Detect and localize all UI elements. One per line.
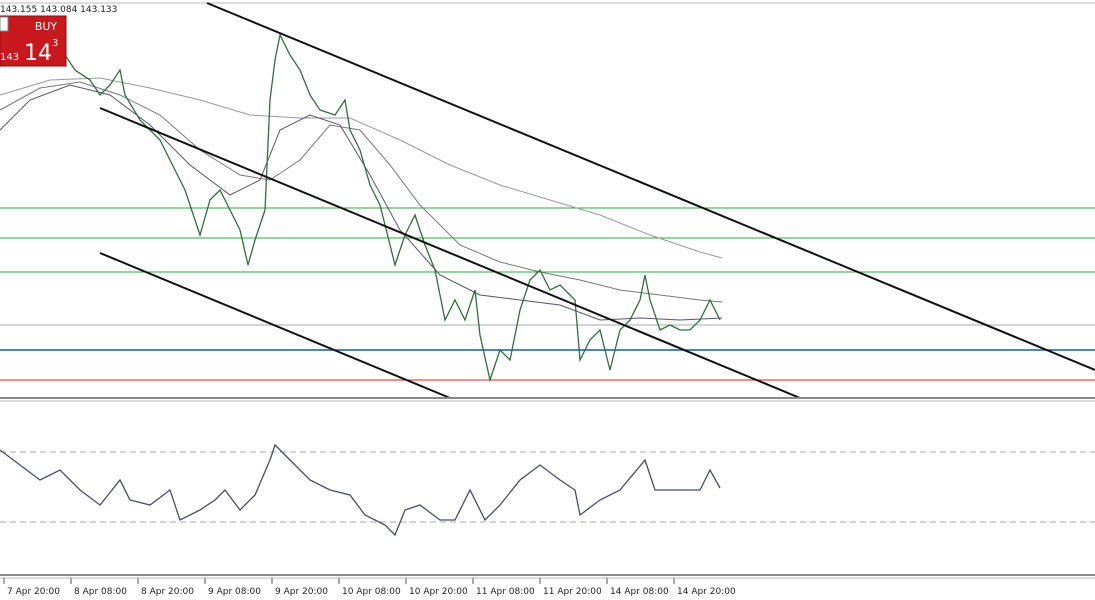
price-small: 143 — [0, 52, 19, 63]
time-label: 11 Apr 08:00 — [476, 587, 535, 597]
time-label: 14 Apr 08:00 — [610, 587, 669, 597]
time-label: 9 Apr 08:00 — [208, 587, 261, 597]
time-axis: 7 Apr 20:00 8 Apr 08:00 8 Apr 20:00 9 Apr 0… — [3, 578, 736, 597]
time-label: 9 Apr 20:00 — [275, 587, 328, 597]
price-sup: 3 — [52, 38, 58, 49]
time-label: 7 Apr 20:00 — [7, 587, 60, 597]
trend-line — [206, 2, 1095, 371]
time-label: 8 Apr 08:00 — [74, 587, 127, 597]
moving-average — [0, 77, 723, 259]
time-label: 8 Apr 20:00 — [141, 587, 194, 597]
time-label: 10 Apr 20:00 — [409, 587, 468, 597]
moving-average — [0, 81, 723, 303]
lot-box[interactable] — [0, 16, 9, 32]
buy-box[interactable] — [0, 15, 67, 67]
trade-panel[interactable]: BUY 143 14 3 — [0, 15, 67, 67]
trend-line — [99, 252, 451, 399]
time-label: 11 Apr 20:00 — [543, 587, 602, 597]
rsi-line — [0, 443, 721, 537]
trend-line — [99, 107, 801, 399]
quote-header: 143.155 143.084 143.133 — [0, 5, 117, 15]
time-label: 14 Apr 20:00 — [677, 587, 736, 597]
buy-label[interactable]: BUY — [35, 20, 58, 33]
price-panel — [0, 2, 1095, 402]
moving-average — [0, 84, 723, 321]
price-trace — [0, 33, 721, 383]
rsi-panel — [0, 443, 1095, 579]
price-big: 14 — [24, 41, 52, 66]
time-label: 10 Apr 08:00 — [342, 587, 401, 597]
